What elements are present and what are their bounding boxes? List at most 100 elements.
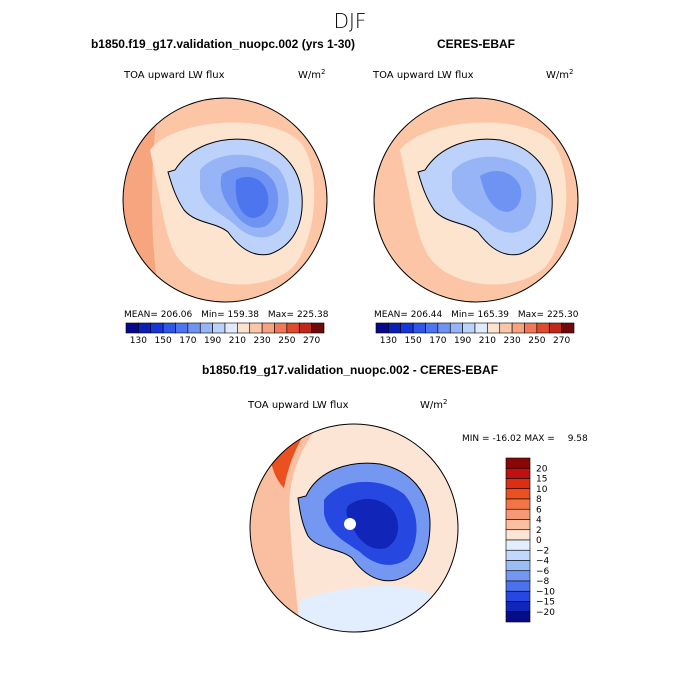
panel3-colorbar-tick: −10 [536, 587, 555, 597]
panel2-map [374, 98, 578, 302]
panel3-colorbar-box [505, 508, 531, 520]
panel3-pole-gap [344, 518, 356, 530]
panel3-colorbar-tick: 15 [536, 475, 547, 485]
panel3-interior-level2 [346, 498, 399, 549]
panel3-warm-band [250, 426, 318, 632]
panel2-variable-label: TOA upward LW flux [372, 70, 474, 81]
panel1-colorbar-box [311, 322, 325, 334]
panel3-colorbar-box [505, 570, 531, 582]
panel2-units: W/m2 [546, 68, 573, 81]
panel3-colorbar-box [505, 560, 531, 572]
panel1-stats: MEAN= 206.06 Min= 159.38 Max= 225.38 [124, 310, 329, 320]
panel2-colorbar-tick: 150 [405, 336, 422, 346]
panel1-colorbar-tick: 270 [303, 336, 320, 346]
panel1-map [123, 98, 327, 302]
panel1-colorbar-box [138, 322, 152, 334]
panel2-colorbar-box [437, 322, 451, 334]
panel2-colorbar-box [548, 322, 562, 334]
panel3-colorbar-tick: −2 [536, 546, 549, 556]
panel1-colorbar-box [261, 322, 275, 334]
panel3-colorbar-tick: −6 [536, 567, 550, 577]
panel1-colorbar-box [150, 322, 164, 334]
panel2-colorbar-tick: 230 [504, 336, 521, 346]
panel2-colorbar-box [524, 322, 538, 334]
panel3-colorbar-box [505, 478, 531, 490]
panel2-colorbar-box [499, 322, 513, 334]
panel3-colorbar-box [505, 611, 531, 623]
panel1-colorbar-box [237, 322, 251, 334]
panel3-colorbar-box [505, 539, 531, 551]
panel3-colorbar-tick: 6 [536, 505, 542, 515]
panel3-colorbar-tick: −20 [536, 608, 555, 618]
panel2-colorbar-box [449, 322, 463, 334]
panel3-colorbar-tick: 10 [536, 485, 548, 495]
panel2-colorbar-tick: 250 [528, 336, 545, 346]
panel1-colorbar-tick: 190 [204, 336, 221, 346]
panel1-colorbar-box [286, 322, 300, 334]
panel2-colorbar-box [561, 322, 575, 334]
panel2-colorbar-box [487, 322, 501, 334]
panel1-title: b1850.f19_g17.validation_nuopc.002 (yrs … [91, 37, 355, 51]
panel3-colorbar-tick: −4 [536, 557, 550, 567]
panel3-colorbar-box [505, 529, 531, 541]
panel1-colorbar-box [298, 322, 312, 334]
panel3-colorbar-tick: 2 [536, 526, 542, 536]
panel2-colorbar-box [388, 322, 402, 334]
panel1-colorbar-tick: 170 [179, 336, 196, 346]
panel1-colorbar-box [125, 322, 139, 334]
panel1-map-border [122, 97, 328, 303]
panel3-stats: MIN = -16.02 MAX = 9.58 [462, 434, 588, 444]
panel3-map-border [249, 423, 459, 633]
panel1-colorbar-box [212, 322, 226, 334]
panel1-units: W/m2 [298, 68, 325, 81]
panel3-colorbar-box [505, 488, 531, 500]
panel2-colorbar-tick: 210 [479, 336, 496, 346]
panel2-title: CERES-EBAF [437, 37, 515, 51]
panel1-colorbar-tick: 210 [229, 336, 246, 346]
panel3-colorbar-box [505, 601, 531, 613]
panel3-colorbar-box [505, 590, 531, 602]
panel2-colorbar-box [425, 322, 439, 334]
panel2-colorbar-box [412, 322, 426, 334]
season-title: DJF [334, 9, 367, 33]
panel3-colorbar-box [505, 580, 531, 592]
panel1-colorbar-box [224, 322, 238, 334]
panel2-colorbar-box [474, 322, 488, 334]
panel2-colorbar-tick: 130 [380, 336, 397, 346]
panel3-colorbar-tick: −8 [536, 577, 550, 587]
panel1-interior-level3 [235, 176, 269, 218]
panel3-map [250, 424, 458, 632]
panel3-colorbar-box [505, 467, 531, 479]
panel3-colorbar-tick: 8 [536, 495, 542, 505]
panel2-colorbar-tick: 190 [454, 336, 471, 346]
panel3-colorbar-tick: −15 [536, 598, 555, 608]
panel2-colorbar-box [375, 322, 389, 334]
panel3-colorbar-tick: 4 [536, 516, 542, 526]
panel2-interior-level2 [480, 171, 522, 212]
panel2-stats: MEAN= 206.44 Min= 165.39 Max= 225.30 [374, 310, 579, 320]
panel2-colorbar-box [536, 322, 550, 334]
panel2-colorbar-box [462, 322, 476, 334]
panel1-variable-label: TOA upward LW flux [123, 70, 225, 81]
panel1-colorbar-box [199, 322, 213, 334]
panel1-colorbar-box [187, 322, 201, 334]
panel2-colorbar-tick: 170 [429, 336, 446, 346]
panel3-colorbar-box [505, 549, 531, 561]
panel1-colorbar-tick: 130 [130, 336, 147, 346]
panel1-colorbar-box [162, 322, 176, 334]
panel2-map-border [373, 97, 579, 303]
panel3-colorbar-tick: 20 [536, 464, 548, 474]
panel1-colorbar-tick: 150 [155, 336, 172, 346]
panel3-variable-label: TOA upward LW flux [247, 400, 349, 411]
panel3-colorbar-box [505, 519, 531, 531]
panel3-units: W/m2 [420, 398, 447, 411]
panel1-colorbar-box [175, 322, 189, 334]
panel1-colorbar-box [274, 322, 288, 334]
panel1-colorbar-tick: 250 [278, 336, 295, 346]
panel1-colorbar-box [249, 322, 263, 334]
panel2-colorbar-tick: 270 [553, 336, 570, 346]
panel2-colorbar-box [400, 322, 414, 334]
panel2-colorbar: 130 150 170 190 210 230 250 270 [375, 322, 575, 346]
